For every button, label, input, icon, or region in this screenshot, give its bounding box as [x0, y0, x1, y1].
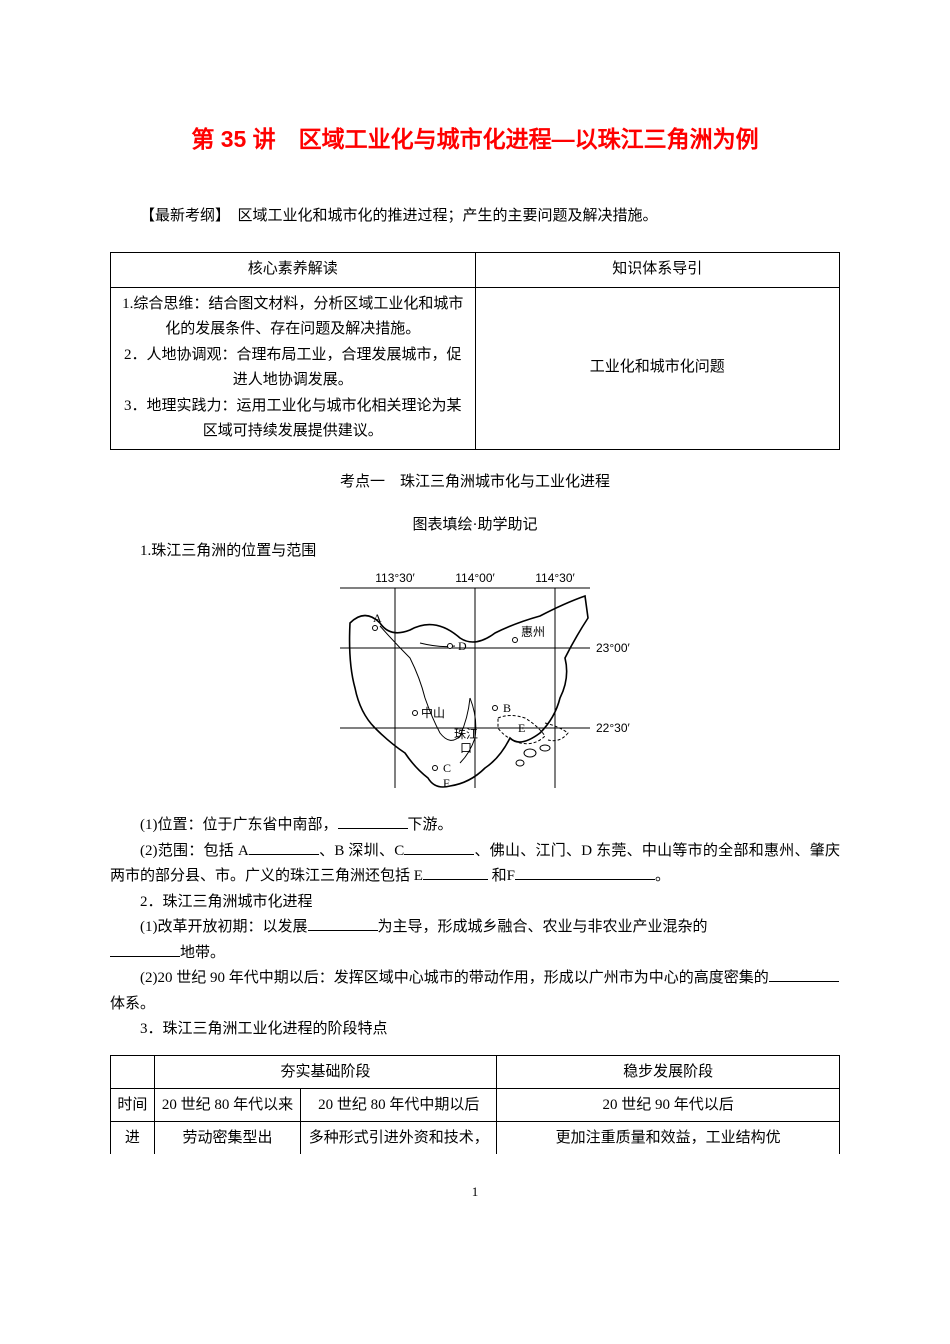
cell-blank [111, 1055, 155, 1088]
prd-map-svg: 113°30′ 114°00′ 114°30′ 23°00′ 22°30′ A D 惠州中山 B… [320, 568, 630, 798]
competency-table: 核心素养解读 知识体系导引 1.综合思维：结合图文材料，分析区域工业化和城市化的… [110, 252, 840, 450]
svg-text:E: E [518, 721, 525, 735]
system-text: 工业化和城市化问题 [482, 355, 834, 381]
cell-t1: 20 世纪 80 年代以来 [154, 1088, 301, 1121]
cell-time-label: 时间 [111, 1088, 155, 1121]
svg-text:114°30′: 114°30′ [535, 571, 575, 585]
q1-2-b: 、B 深圳、C [319, 843, 404, 859]
stage-table: 夯实基础阶段 稳步发展阶段 时间 20 世纪 80 年代以来 20 世纪 80 … [110, 1055, 840, 1154]
competency-item-1: 1.综合思维：结合图文材料，分析区域工业化和城市化的发展条件、存在问题及解决措施… [117, 292, 469, 343]
q1-2-e: 。 [655, 868, 670, 884]
q2-2: (2)20 世纪 90 年代中期以后：发挥区域中心城市的带动作用，形成以广州市为… [110, 966, 840, 1017]
svg-text:B: B [503, 701, 511, 715]
cell-t2: 20 世纪 80 年代中期以后 [301, 1088, 497, 1121]
svg-text:珠江: 珠江 [454, 727, 478, 741]
section-1-title: 1.珠江三角洲的位置与范围 [110, 539, 840, 565]
q1-2-d: 和F [488, 868, 515, 884]
blank[interactable] [110, 941, 180, 957]
competency-item-3: 3．地理实践力：运用工业化与城市化相关理论为某区域可持续发展提供建议。 [117, 394, 469, 445]
q1-1-post: 下游。 [408, 817, 453, 833]
q1-1: (1)位置：位于广东省中南部， 下游。 [110, 813, 840, 839]
blank[interactable] [515, 864, 655, 880]
q1-2: (2)范围：包括 A、B 深圳、C、佛山、江门、D 东莞、中山等市的全部和惠州、… [110, 839, 840, 890]
blank[interactable] [249, 839, 319, 855]
cell-p1: 劳动密集型出 [154, 1121, 301, 1154]
svg-text:惠州: 惠州 [521, 625, 545, 639]
cell-prog-label: 进 [111, 1121, 155, 1154]
header-right: 知识体系导引 [475, 253, 840, 288]
blank[interactable] [769, 966, 839, 982]
kaodian-line1: 考点一 珠江三角洲城市化与工业化进程 [110, 470, 840, 496]
blank[interactable] [308, 915, 378, 931]
blank[interactable] [338, 813, 408, 829]
cell-p2: 多种形式引进外资和技术， [301, 1121, 497, 1154]
syllabus-line: 【最新考纲】 区域工业化和城市化的推进过程；产生的主要问题及解决措施。 [110, 204, 840, 228]
cell-found: 夯实基础阶段 [154, 1055, 497, 1088]
section-2-title: 2．珠江三角洲城市化进程 [110, 890, 840, 916]
section-3-title: 3．珠江三角洲工业化进程的阶段特点 [110, 1017, 840, 1043]
q2-1-c: 地带。 [180, 945, 225, 961]
svg-text:中山: 中山 [421, 705, 445, 720]
cell-p3: 更加注重质量和效益，工业结构优 [497, 1121, 840, 1154]
blank[interactable] [404, 839, 474, 855]
svg-text:23°00′: 23°00′ [596, 641, 630, 655]
svg-text:F: F [443, 776, 450, 790]
svg-text:113°30′: 113°30′ [375, 571, 415, 585]
competency-item-2: 2．人地协调观：合理布局工业，合理发展城市，促进人地协调发展。 [117, 343, 469, 394]
svg-text:114°00′: 114°00′ [455, 571, 495, 585]
map-figure: 113°30′ 114°00′ 114°30′ 23°00′ 22°30′ A D 惠州中山 B… [110, 568, 840, 803]
q1-1-pre: (1)位置：位于广东省中南部， [140, 817, 338, 833]
page-number: 1 [110, 1184, 840, 1200]
q2-1-a: (1)改革开放初期：以发展 [140, 919, 308, 935]
syllabus-label: 【最新考纲】 [140, 208, 223, 224]
svg-text:口: 口 [460, 741, 472, 755]
q2-1: (1)改革开放初期：以发展 为主导，形成城乡融合、农业与非农业产业混杂的 地带。 [110, 915, 840, 966]
svg-text:22°30′: 22°30′ [596, 721, 630, 735]
kaodian-line2: 图表填绘·助学助记 [110, 513, 840, 539]
svg-text:A: A [373, 611, 382, 625]
svg-text:D: D [458, 639, 467, 653]
blank[interactable] [423, 864, 488, 880]
q1-2-a: (2)范围：包括 A [140, 843, 249, 859]
header-left: 核心素养解读 [111, 253, 476, 288]
q2-1-b: 为主导，形成城乡融合、农业与非农业产业混杂的 [378, 919, 708, 935]
cell-steady: 稳步发展阶段 [497, 1055, 840, 1088]
system-cell: 工业化和城市化问题 [475, 287, 840, 449]
svg-text:C: C [443, 761, 451, 775]
q2-2-a: (2)20 世纪 90 年代中期以后：发挥区域中心城市的带动作用，形成以广州市为… [140, 970, 769, 986]
syllabus-text: 区域工业化和城市化的推进过程；产生的主要问题及解决措施。 [223, 208, 658, 224]
cell-t3: 20 世纪 90 年代以后 [497, 1088, 840, 1121]
competency-cell: 1.综合思维：结合图文材料，分析区域工业化和城市化的发展条件、存在问题及解决措施… [111, 287, 476, 449]
lecture-title: 第 35 讲 区域工业化与城市化进程—以珠江三角洲为例 [110, 120, 840, 154]
q2-2-b: 体系。 [110, 996, 155, 1012]
